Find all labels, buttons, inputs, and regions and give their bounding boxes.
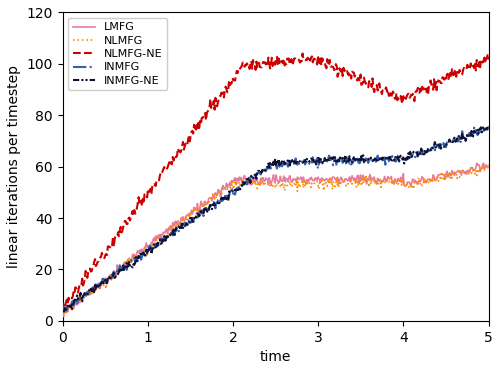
INMFG (266, 165, 272, 170)
INMFG (471, 125, 477, 130)
INMFG-NE (60, 308, 66, 313)
INMFG-NE (410, 153, 416, 157)
INMFG-NE (314, 158, 320, 162)
X-axis label: time: time (260, 350, 292, 364)
INMFG-NE (291, 162, 297, 166)
LMFG (480, 161, 486, 165)
Line: LMFG: LMFG (62, 163, 488, 316)
LMFG (486, 165, 492, 170)
NLMFG (486, 167, 492, 171)
LMFG (410, 177, 416, 181)
LMFG (314, 178, 320, 182)
NLMFG-NE (60, 306, 66, 311)
NLMFG-NE (486, 58, 492, 62)
NLMFG-NE (315, 53, 321, 58)
NLMFG-NE (477, 65, 483, 69)
NLMFG (476, 170, 482, 174)
NLMFG (410, 183, 416, 187)
NLMFG-NE (60, 300, 66, 305)
Line: NLMFG-NE: NLMFG-NE (62, 53, 488, 309)
INMFG (486, 127, 492, 131)
LMFG (291, 178, 297, 182)
LMFG (60, 314, 66, 319)
LMFG (476, 163, 482, 167)
NLMFG (263, 182, 269, 186)
NLMFG-NE (410, 95, 416, 99)
Line: INMFG: INMFG (62, 128, 488, 311)
NLMFG (60, 312, 66, 317)
INMFG (477, 129, 483, 133)
INMFG-NE (266, 161, 272, 166)
INMFG (60, 306, 66, 311)
LMFG (60, 307, 66, 312)
Line: INMFG-NE: INMFG-NE (62, 127, 488, 311)
INMFG (314, 156, 320, 161)
Y-axis label: linear iterations per timestep: linear iterations per timestep (7, 65, 21, 268)
NLMFG (291, 182, 297, 186)
LMFG (263, 176, 269, 180)
NLMFG-NE (291, 56, 297, 61)
NLMFG-NE (263, 62, 269, 67)
INMFG (64, 308, 70, 313)
INMFG (410, 152, 416, 157)
NLMFG-NE (300, 51, 306, 56)
INMFG (263, 169, 269, 173)
NLMFG-NE (266, 55, 272, 60)
INMFG (291, 161, 297, 166)
Line: NLMFG: NLMFG (62, 164, 488, 316)
NLMFG (266, 184, 272, 189)
INMFG-NE (476, 127, 482, 132)
INMFG-NE (62, 309, 68, 313)
INMFG-NE (263, 167, 269, 171)
NLMFG (314, 179, 320, 184)
INMFG-NE (486, 124, 492, 129)
Legend: LMFG, NLMFG, NLMFG-NE, INMFG, INMFG-NE: LMFG, NLMFG, NLMFG-NE, INMFG, INMFG-NE (68, 18, 167, 90)
NLMFG (485, 161, 491, 166)
NLMFG (60, 313, 66, 318)
LMFG (266, 182, 272, 186)
